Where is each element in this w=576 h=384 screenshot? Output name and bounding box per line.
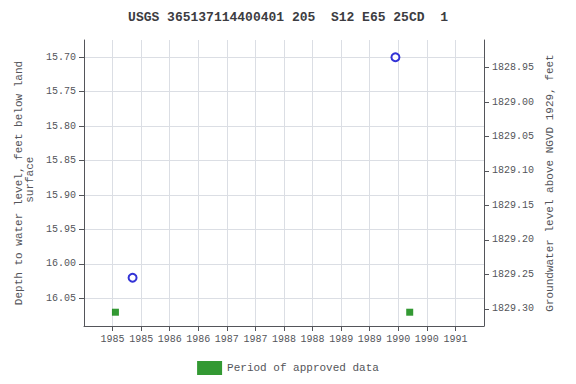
svg-text:1986: 1986 (186, 334, 210, 345)
svg-text:15.85: 15.85 (46, 155, 76, 166)
svg-text:15.90: 15.90 (46, 190, 76, 201)
svg-text:1829.05: 1829.05 (492, 131, 534, 142)
svg-text:16.05: 16.05 (46, 293, 76, 304)
svg-text:15.95: 15.95 (46, 224, 76, 235)
svg-text:1829.10: 1829.10 (492, 165, 534, 176)
svg-text:1988: 1988 (301, 334, 325, 345)
svg-text:15.70: 15.70 (46, 52, 76, 63)
svg-text:1989: 1989 (358, 334, 382, 345)
svg-text:1991: 1991 (443, 334, 467, 345)
svg-text:surface: surface (24, 157, 36, 210)
svg-text:Depth to water level, feet bel: Depth to water level, feet below land (12, 60, 25, 306)
svg-text:16.00: 16.00 (46, 258, 76, 269)
svg-text:15.75: 15.75 (46, 86, 76, 97)
svg-text:1985: 1985 (129, 334, 153, 345)
svg-text:1829.25: 1829.25 (492, 269, 534, 280)
svg-text:Period of approved data: Period of approved data (227, 362, 379, 374)
svg-text:1829.30: 1829.30 (492, 303, 534, 314)
svg-text:1829.00: 1829.00 (492, 97, 534, 108)
svg-text:1987: 1987 (215, 334, 239, 345)
svg-text:15.80: 15.80 (46, 121, 76, 132)
svg-text:Groundwater level above NGVD 1: Groundwater level above NGVD 1929, feet (544, 54, 556, 311)
svg-text:1829.15: 1829.15 (492, 200, 534, 211)
svg-text:1987: 1987 (243, 334, 267, 345)
svg-text:1829.20: 1829.20 (492, 234, 534, 245)
svg-text:1986: 1986 (158, 334, 182, 345)
svg-text:1988: 1988 (272, 334, 296, 345)
svg-text:1990: 1990 (415, 334, 439, 345)
svg-text:USGS 365137114400401 205 S12: USGS 365137114400401 205 S12 E65 25CD 1 (128, 10, 448, 25)
svg-text:1985: 1985 (101, 334, 125, 345)
svg-text:1989: 1989 (329, 334, 353, 345)
svg-text:1990: 1990 (386, 334, 410, 345)
svg-text:1828.95: 1828.95 (492, 62, 534, 73)
